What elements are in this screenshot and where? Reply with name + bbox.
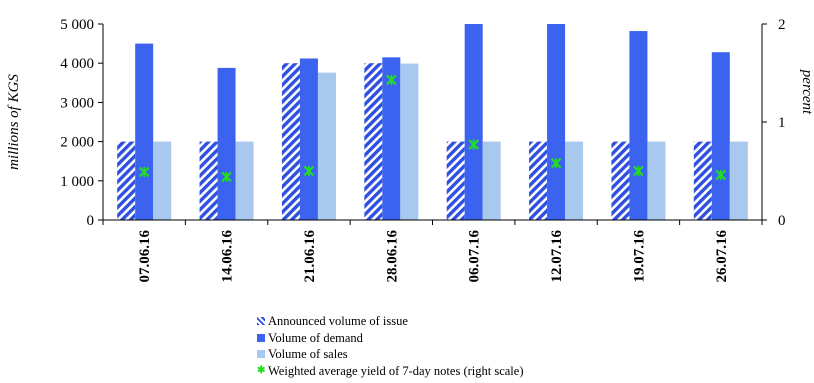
y-axis-label: millions of KGS — [6, 74, 22, 170]
x-tick-label: 12.07.16 — [549, 230, 565, 283]
y-axis-right-label: percent — [799, 69, 814, 115]
bar-sales — [565, 141, 584, 220]
yield-marker — [138, 166, 150, 178]
x-tick-label: 28.06.16 — [384, 230, 400, 283]
y-tick-label: 2 000 — [60, 135, 94, 151]
x-tick-label: 14.06.16 — [220, 230, 236, 283]
legend-label-announced: Announced volume of issue — [268, 314, 408, 328]
yield-marker — [633, 165, 644, 177]
bar-announced — [364, 63, 383, 221]
y-tick-label: 5 000 — [60, 17, 94, 33]
legend-item-yield: ✱ Weighted average yield of 7-day notes … — [257, 363, 524, 380]
y-tick-label: 0 — [87, 213, 95, 229]
x-tick-label: 06.07.16 — [467, 230, 483, 283]
legend-label-demand: Volume of demand — [268, 330, 363, 345]
yield-marker — [468, 139, 479, 150]
x-tick-label: 07.06.16 — [137, 230, 153, 283]
x-tick-label: 26.07.16 — [714, 230, 730, 283]
y-tick-label: 3 000 — [60, 95, 94, 111]
y-right-tick-label: 1 — [778, 115, 786, 131]
yield-marker — [386, 74, 397, 86]
yield-marker — [303, 165, 315, 177]
legend-label-yield: Weighted average yield of 7-day notes (r… — [268, 363, 524, 378]
bar-demand — [135, 43, 154, 220]
y-right-tick-label: 2 — [778, 17, 786, 33]
x-tick-label: 21.06.16 — [302, 230, 318, 283]
chart-legend: Announced volume of issue Volume of dema… — [257, 313, 524, 379]
bar-demand — [382, 57, 401, 220]
bar-sales — [482, 141, 501, 220]
bar-announced — [693, 141, 712, 220]
bar-demand — [299, 58, 318, 220]
legend-item-demand: Volume of demand — [257, 330, 524, 347]
bar-announced — [281, 63, 300, 221]
yield-marker — [221, 171, 232, 183]
bar-demand — [629, 31, 648, 220]
bar-sales — [647, 141, 666, 220]
bar-sales — [317, 72, 336, 220]
bar-demand — [217, 67, 236, 221]
legend-swatch-announced — [257, 317, 265, 326]
legend-item-announced: Announced volume of issue — [257, 313, 524, 330]
bar-demand — [464, 24, 483, 220]
legend-item-sales: Volume of sales — [257, 346, 524, 363]
bar-sales — [729, 141, 748, 220]
bar-sales — [400, 63, 419, 221]
bar-announced — [446, 141, 465, 220]
y-tick-label: 1 000 — [60, 174, 94, 190]
legend-swatch-sales — [257, 350, 265, 359]
yield-marker — [715, 169, 727, 181]
bar-announced — [117, 141, 136, 220]
bar-announced — [529, 141, 548, 220]
legend-swatch-yield-icon: ✱ — [257, 364, 266, 376]
bar-sales — [235, 141, 254, 220]
bar-announced — [611, 141, 630, 220]
bar-demand — [547, 24, 566, 220]
y-right-tick-label: 0 — [778, 213, 786, 229]
legend-label-sales: Volume of sales — [268, 347, 348, 361]
y-tick-label: 4 000 — [60, 56, 94, 72]
bar-demand — [711, 52, 730, 220]
yield-marker — [550, 157, 562, 169]
legend-swatch-demand — [257, 333, 265, 342]
bar-sales — [153, 141, 172, 220]
bar-announced — [199, 141, 218, 220]
bar-chart: 0 1 000 2 000 3 000 4 000 5 000 0 1 2 07.06.16 14.… — [6, 17, 814, 283]
x-tick-label: 19.07.16 — [631, 230, 647, 283]
